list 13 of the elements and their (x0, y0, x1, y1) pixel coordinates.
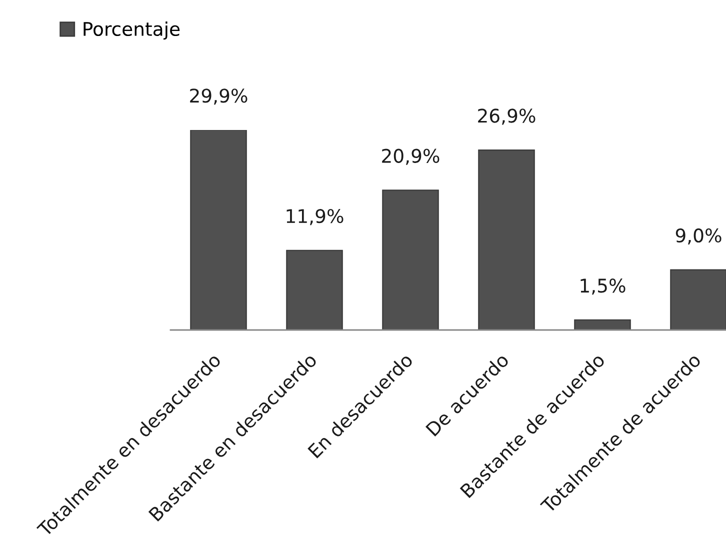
data-label: 26,9% (478, 108, 536, 125)
bar (478, 150, 535, 330)
data-label: 11,9% (286, 208, 344, 226)
data-label: 29,9% (190, 88, 248, 105)
legend-label: Porcentaje (84, 22, 180, 40)
data-label: 9,0% (676, 228, 722, 244)
data-label: 20,9% (382, 148, 440, 165)
bar (670, 269, 726, 330)
data-label: 1,5% (580, 278, 626, 295)
bar (190, 130, 247, 330)
bar (382, 190, 439, 330)
bar (286, 250, 343, 330)
bar (574, 319, 631, 330)
